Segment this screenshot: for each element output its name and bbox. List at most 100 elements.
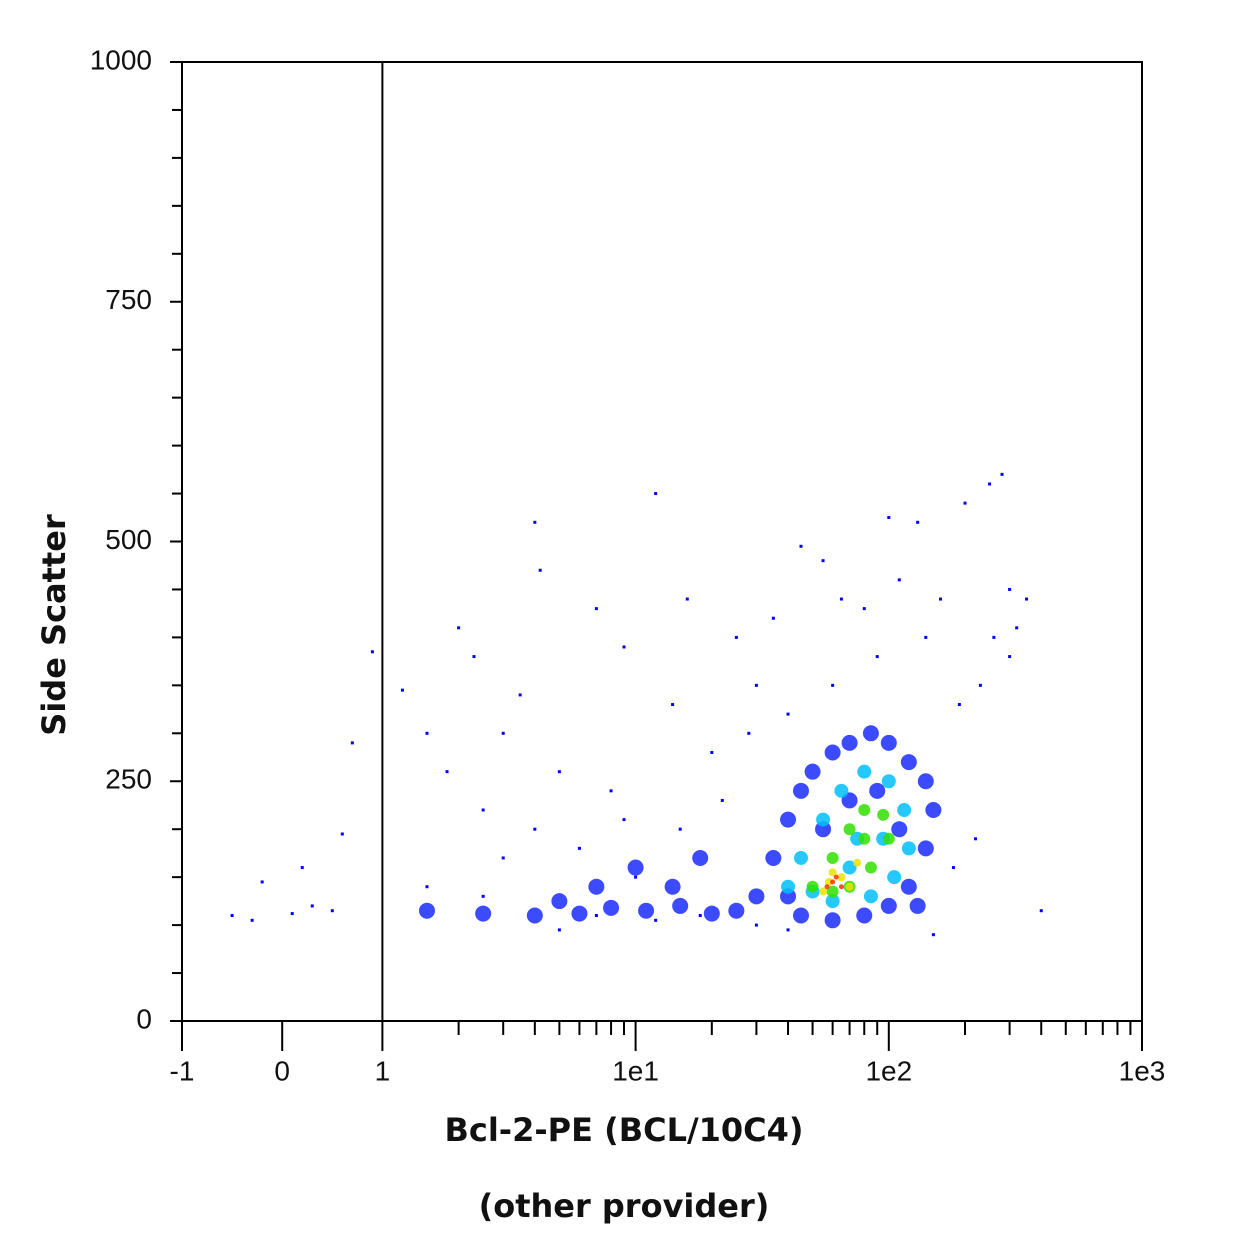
point xyxy=(963,501,967,505)
point xyxy=(710,750,714,754)
point xyxy=(771,616,775,620)
x-tick-label: -1 xyxy=(170,1055,195,1086)
point xyxy=(551,893,568,910)
point xyxy=(1008,655,1012,659)
point xyxy=(481,808,485,812)
point xyxy=(720,798,724,802)
point xyxy=(887,870,902,885)
point xyxy=(909,897,926,914)
point xyxy=(300,866,304,870)
point xyxy=(501,856,505,860)
point xyxy=(881,774,896,789)
y-axis-label: Side Scatter xyxy=(35,514,73,736)
point xyxy=(728,902,745,919)
point xyxy=(290,912,294,916)
point xyxy=(698,914,702,918)
point xyxy=(754,683,758,687)
point xyxy=(370,650,374,654)
point xyxy=(824,744,841,761)
point xyxy=(862,725,879,742)
point xyxy=(900,878,917,895)
point xyxy=(838,884,844,890)
point xyxy=(974,837,978,841)
point xyxy=(1008,587,1012,591)
point xyxy=(654,492,658,496)
point xyxy=(841,734,858,751)
point xyxy=(538,568,542,572)
point xyxy=(877,808,890,821)
point xyxy=(978,683,982,687)
point xyxy=(901,841,916,856)
point xyxy=(806,880,819,893)
point xyxy=(858,804,871,817)
point xyxy=(400,688,404,692)
point xyxy=(754,923,758,927)
x-tick-label: 1e1 xyxy=(612,1055,659,1086)
point xyxy=(734,635,738,639)
point xyxy=(1015,626,1019,630)
x-tick-label: 1 xyxy=(375,1055,391,1086)
point xyxy=(571,905,588,922)
point xyxy=(900,754,917,771)
point xyxy=(837,873,846,882)
point xyxy=(747,731,751,735)
point xyxy=(862,607,866,611)
point xyxy=(839,597,843,601)
point xyxy=(765,849,782,866)
point xyxy=(557,928,561,932)
point xyxy=(799,544,803,548)
point xyxy=(671,703,675,707)
point xyxy=(472,655,476,659)
point xyxy=(869,782,886,799)
point xyxy=(957,703,961,707)
point xyxy=(842,860,857,875)
y-tick-label: 1000 xyxy=(90,44,152,75)
point xyxy=(833,874,839,880)
point xyxy=(654,918,658,922)
point xyxy=(250,918,254,922)
point xyxy=(992,635,996,639)
point xyxy=(481,894,485,898)
point xyxy=(1025,597,1029,601)
point xyxy=(1039,909,1043,913)
point xyxy=(938,597,942,601)
point xyxy=(916,520,920,524)
point xyxy=(518,693,522,697)
point xyxy=(588,878,605,895)
point xyxy=(882,832,895,845)
point xyxy=(230,914,234,918)
point xyxy=(924,635,928,639)
point xyxy=(685,597,689,601)
point xyxy=(864,861,877,874)
point xyxy=(824,877,833,886)
point xyxy=(845,882,854,891)
point xyxy=(988,482,992,486)
point xyxy=(880,897,897,914)
point xyxy=(457,626,461,630)
point xyxy=(577,846,581,850)
point xyxy=(853,858,862,867)
point xyxy=(634,875,638,879)
point xyxy=(475,905,492,922)
point xyxy=(863,889,878,904)
x-tick-label: 0 xyxy=(274,1055,290,1086)
point xyxy=(825,894,840,909)
point xyxy=(875,655,879,659)
point xyxy=(781,879,796,894)
x-axis-label: Bcl-2-PE (BCL/10C4) xyxy=(444,1111,803,1149)
point xyxy=(533,827,537,831)
y-tick-label: 750 xyxy=(105,284,152,315)
point xyxy=(638,902,655,919)
point xyxy=(897,803,912,818)
point xyxy=(526,907,543,924)
point xyxy=(350,741,354,745)
point xyxy=(824,912,841,929)
point xyxy=(897,578,901,582)
point xyxy=(830,879,836,885)
point xyxy=(951,866,955,870)
point xyxy=(692,849,709,866)
point xyxy=(418,902,435,919)
point xyxy=(880,734,897,751)
point xyxy=(828,868,837,877)
